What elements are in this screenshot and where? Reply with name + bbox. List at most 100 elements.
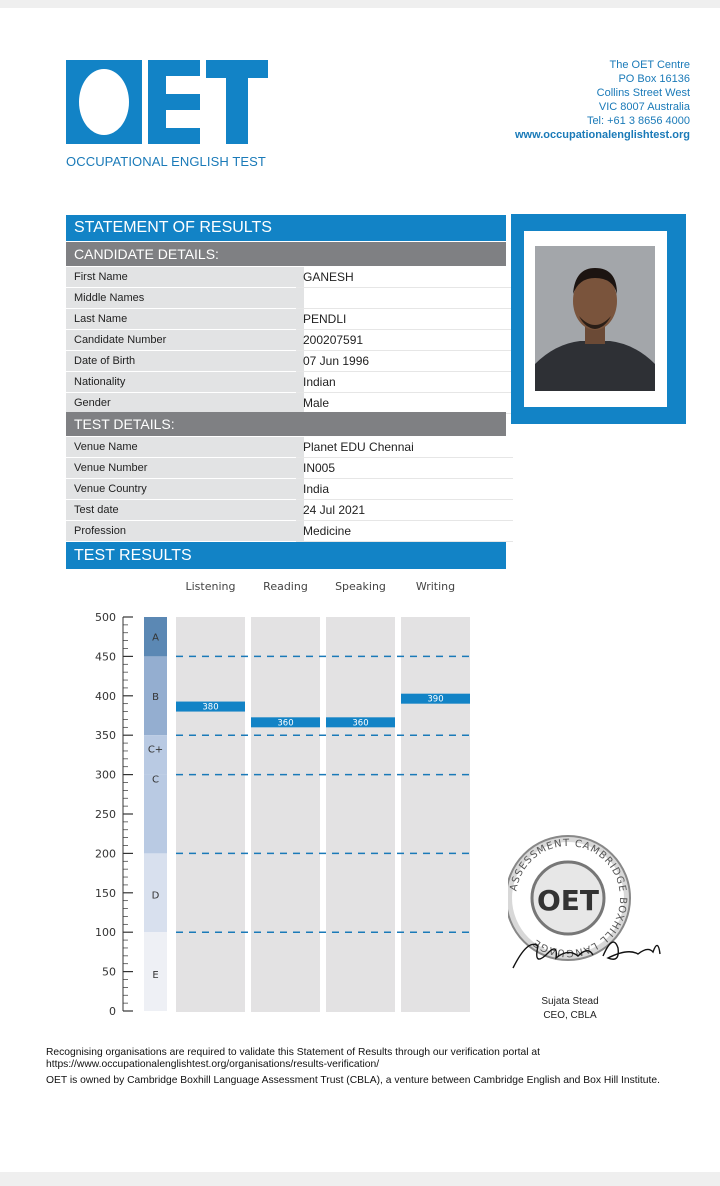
field-label: Test date (66, 500, 304, 521)
candidate-detail-row: Last Name PENDLI (66, 309, 513, 330)
test-detail-row: Test date 24 Jul 2021 (66, 500, 513, 521)
field-value: IN005 (296, 458, 513, 479)
logo-subtitle: OCCUPATIONAL ENGLISH TEST (66, 154, 266, 169)
signatory-title: CEO, CBLA (543, 1010, 597, 1021)
score-column (176, 617, 245, 1012)
results-document: OCCUPATIONAL ENGLISH TEST The OET Centre… (0, 8, 720, 1172)
y-tick-label: 400 (95, 690, 116, 703)
y-tick-label: 0 (109, 1005, 116, 1018)
test-detail-row: Venue Country India (66, 479, 513, 500)
y-tick-label: 350 (95, 729, 116, 742)
score-column (251, 617, 320, 1012)
grade-band (144, 932, 167, 1011)
signatory: Sujata Stead CEO, CBLA (520, 995, 620, 1023)
field-value: 24 Jul 2021 (296, 500, 513, 521)
field-label: First Name (66, 267, 304, 288)
y-tick-label: 50 (102, 966, 116, 979)
footer-line: Recognising organisations are required t… (46, 1047, 540, 1058)
test-detail-row: Venue Name Planet EDU Chennai (66, 437, 513, 458)
score-column (326, 617, 395, 1012)
field-label: Middle Names (66, 288, 304, 309)
candidate-photo (535, 246, 655, 391)
column-label: Speaking (335, 580, 386, 593)
verification-link[interactable]: https://www.occupationalenglishtest.org/… (46, 1059, 380, 1070)
grade-band (144, 735, 167, 775)
score-bar (326, 717, 395, 728)
candidate-detail-row: Date of Birth 07 Jun 1996 (66, 351, 513, 372)
grade-label: A (152, 633, 159, 644)
field-label: Candidate Number (66, 330, 304, 351)
test-detail-row: Venue Number IN005 (66, 458, 513, 479)
signatory-name: Sujata Stead (541, 996, 599, 1007)
test-details-heading: TEST DETAILS: (66, 412, 506, 436)
address-line: The OET Centre (609, 59, 691, 71)
field-label: Venue Number (66, 458, 304, 479)
statement-title: STATEMENT OF RESULTS (66, 215, 506, 241)
field-value (296, 288, 513, 309)
footer-line: OET is owned by Cambridge Boxhill Langua… (46, 1075, 660, 1086)
column-label: Writing (416, 580, 455, 593)
field-value: 200207591 (296, 330, 513, 351)
y-tick-label: 500 (95, 611, 116, 624)
grade-label: E (152, 970, 158, 981)
address-phone: Tel: +61 3 8656 4000 (586, 115, 690, 127)
column-label: Reading (263, 580, 308, 593)
score-label: 360 (277, 718, 293, 728)
field-value: India (296, 479, 513, 500)
grade-label: C+ (148, 745, 163, 756)
field-label: Profession (66, 521, 304, 542)
field-value: GANESH (296, 267, 513, 288)
field-label: Nationality (66, 372, 304, 393)
grade-band (144, 656, 167, 736)
candidate-detail-row: Nationality Indian (66, 372, 513, 393)
field-value: Medicine (296, 521, 513, 542)
candidate-detail-row: Candidate Number 200207591 (66, 330, 513, 351)
score-bar (401, 693, 470, 704)
score-bar (176, 701, 245, 712)
y-tick-label: 250 (95, 808, 116, 821)
field-label: Last Name (66, 309, 304, 330)
results-chart: Listening Reading Speaking Writing A B C+ C D E 0 5… (95, 580, 470, 1018)
oet-address: The OET Centre PO Box 16136 Collins Stre… (515, 58, 690, 142)
y-tick-label: 300 (95, 769, 116, 782)
field-value: 07 Jun 1996 (296, 351, 513, 372)
website-link[interactable]: www.occupationalenglishtest.org (514, 129, 690, 141)
candidate-detail-row: First Name GANESH (66, 267, 513, 288)
candidate-details-heading: CANDIDATE DETAILS: (66, 242, 506, 266)
test-detail-row: Profession Medicine (66, 521, 513, 542)
y-tick-label: 100 (95, 926, 116, 939)
address-line: PO Box 16136 (618, 73, 690, 85)
field-label: Date of Birth (66, 351, 304, 372)
y-tick-label: 450 (95, 650, 116, 663)
score-label: 380 (202, 703, 218, 713)
address-line: Collins Street West (596, 87, 690, 99)
cbla-stamp: OET ASSESSMENT CAMBRIDGE BOXHILL LANGUAG… (508, 835, 661, 969)
field-value: Planet EDU Chennai (296, 437, 513, 458)
score-label: 390 (427, 695, 443, 705)
grade-band (144, 853, 167, 933)
photo-mat (524, 231, 667, 407)
grade-band (144, 774, 167, 854)
footer-notes: Recognising organisations are required t… (46, 1047, 716, 1087)
signature (512, 941, 661, 969)
grade-label: D (152, 890, 160, 901)
grade-label: B (152, 692, 159, 703)
column-label: Listening (186, 580, 236, 593)
field-value: PENDLI (296, 309, 513, 330)
y-tick-label: 150 (95, 887, 116, 900)
score-label: 360 (352, 718, 368, 728)
field-label: Venue Name (66, 437, 304, 458)
y-tick-label: 200 (95, 847, 116, 860)
score-column (401, 617, 470, 1012)
field-value: Indian (296, 372, 513, 393)
score-bar (251, 717, 320, 728)
address-line: VIC 8007 Australia (598, 101, 690, 113)
candidate-detail-row: Middle Names (66, 288, 513, 309)
field-label: Venue Country (66, 479, 304, 500)
grade-label: C (152, 775, 159, 786)
test-results-heading: TEST RESULTS (66, 542, 506, 569)
stamp-center-text: OET (537, 884, 599, 917)
oet-logo (66, 60, 268, 144)
grade-band (144, 617, 167, 657)
photo-frame (511, 214, 686, 424)
